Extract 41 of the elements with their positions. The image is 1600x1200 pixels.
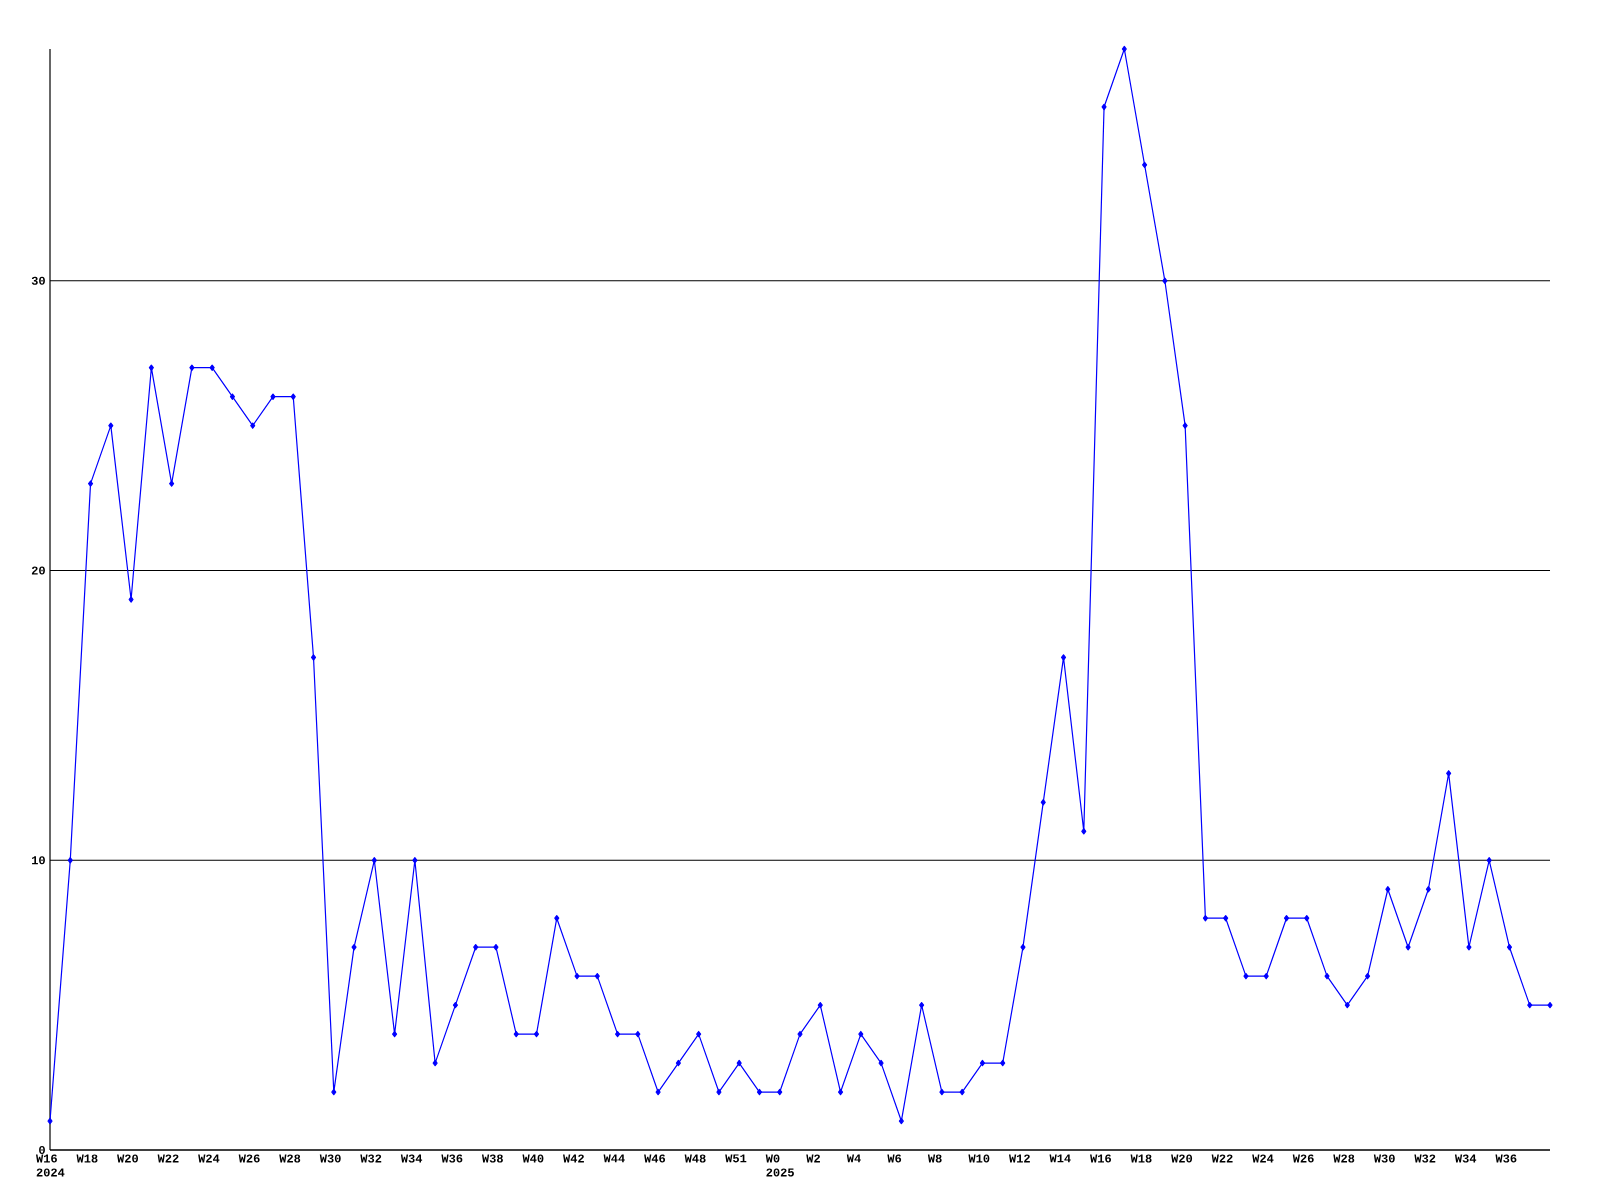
x-tick-label: W38: [481, 1154, 503, 1163]
x-tick-label: W2: [806, 1154, 820, 1163]
x-tick-label: W30: [1373, 1154, 1395, 1163]
x-tick-label: W36: [1495, 1154, 1517, 1163]
x-tick-label: W22: [1211, 1154, 1233, 1163]
x-tick-label: W26: [238, 1154, 260, 1163]
x-tick-label: W28: [1333, 1154, 1355, 1163]
x-tick-label: W26: [1292, 1154, 1314, 1163]
x-tick-label: W0 2025: [765, 1154, 794, 1177]
y-tick-label: 20: [31, 566, 45, 575]
x-tick-label: W36: [441, 1154, 463, 1163]
x-tick-label: W6: [887, 1154, 902, 1163]
x-tick-label: W28: [279, 1154, 301, 1163]
x-tick-label: W12: [1008, 1154, 1030, 1163]
x-tick-label: W48: [684, 1154, 706, 1163]
x-tick-label: W42: [563, 1154, 584, 1163]
x-tick-label: W22: [157, 1154, 179, 1163]
x-tick-label: W14: [1049, 1154, 1071, 1163]
x-tick-label: W4: [846, 1154, 861, 1163]
x-tick-label: W32: [360, 1154, 382, 1163]
x-tick-label: W34: [1454, 1154, 1477, 1163]
y-tick-label: 10: [32, 856, 45, 865]
x-tick-label: W18: [76, 1154, 98, 1163]
x-tick-label: W46: [644, 1154, 666, 1163]
x-tick-label: W20: [1171, 1154, 1193, 1163]
x-tick-label: W18: [1130, 1154, 1152, 1163]
y-tick-label: 0: [39, 1145, 45, 1155]
x-tick-label: W10: [968, 1154, 990, 1163]
x-tick-label: W24: [1252, 1154, 1274, 1163]
x-tick-label: W32: [1414, 1154, 1436, 1163]
x-tick-label: W34: [400, 1154, 423, 1163]
x-tick-label: W24: [198, 1154, 220, 1163]
x-tick-label: W16 2024: [36, 1154, 65, 1177]
x-tick-label: W8: [927, 1154, 942, 1163]
x-tick-label: W40: [522, 1154, 544, 1163]
x-tick-label: W20: [117, 1154, 139, 1163]
x-tick-label: W44: [603, 1154, 625, 1163]
x-tick-label: W51: [725, 1154, 747, 1163]
x-tick-label: W30: [319, 1154, 341, 1163]
y-tick-label: 30: [31, 276, 45, 285]
x-tick-label: W16: [1090, 1154, 1112, 1163]
